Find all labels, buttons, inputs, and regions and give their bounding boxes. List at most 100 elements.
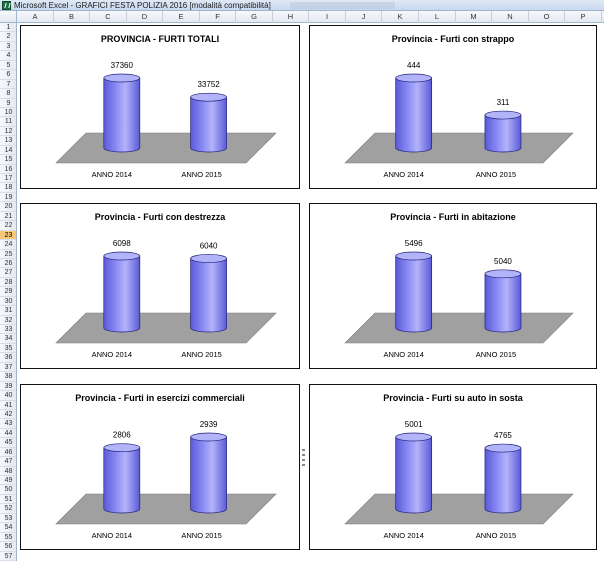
row-header[interactable]: 14: [0, 146, 16, 156]
row-header[interactable]: 16: [0, 165, 16, 175]
column-header[interactable]: P: [565, 11, 602, 23]
row-header[interactable]: 36: [0, 353, 16, 363]
row-header[interactable]: 10: [0, 108, 16, 118]
row-header[interactable]: 17: [0, 174, 16, 184]
chart-floor: [344, 312, 574, 344]
chart-title: Provincia - Furti con destrezza: [94, 212, 226, 222]
column-header[interactable]: A: [17, 11, 54, 23]
row-header[interactable]: 46: [0, 448, 16, 458]
column-header[interactable]: F: [200, 11, 236, 23]
row-header[interactable]: 5: [0, 61, 16, 71]
row-header[interactable]: 40: [0, 391, 16, 401]
row-header[interactable]: 41: [0, 401, 16, 410]
row-header[interactable]: 15: [0, 155, 16, 165]
row-header[interactable]: 48: [0, 467, 16, 477]
row-header[interactable]: 45: [0, 438, 16, 448]
row-header[interactable]: 34: [0, 334, 16, 344]
data-label: 2939: [200, 420, 218, 429]
chart-furti-in-esercizi-commerciali[interactable]: Provincia - Furti in esercizi commercial…: [20, 384, 300, 550]
chart-furti-in-abitazione[interactable]: Provincia - Furti in abitazione 5496 ANNO…: [309, 203, 597, 369]
row-header[interactable]: 25: [0, 250, 16, 259]
bar: [190, 92, 227, 153]
row-header[interactable]: 18: [0, 183, 16, 193]
row-header[interactable]: 29: [0, 287, 16, 297]
row-header[interactable]: 52: [0, 504, 16, 514]
row-header[interactable]: 49: [0, 476, 16, 486]
row-header[interactable]: 50: [0, 485, 16, 495]
row-header[interactable]: 27: [0, 268, 16, 278]
column-header[interactable]: M: [456, 11, 492, 23]
row-header[interactable]: 7: [0, 80, 16, 90]
column-header[interactable]: N: [492, 11, 529, 23]
bar: [190, 254, 227, 333]
row-header[interactable]: 31: [0, 306, 16, 316]
column-header[interactable]: G: [236, 11, 273, 23]
row-header[interactable]: 6: [0, 70, 16, 80]
row-header[interactable]: 13: [0, 136, 16, 146]
chart-title: Provincia - Furti su auto in sosta: [383, 393, 523, 403]
column-header[interactable]: I: [309, 11, 346, 23]
column-header[interactable]: B: [54, 11, 90, 23]
row-header[interactable]: 24: [0, 240, 16, 250]
select-all-corner[interactable]: [0, 11, 17, 23]
row-header[interactable]: 57: [0, 552, 16, 561]
column-header[interactable]: C: [90, 11, 127, 23]
chart-furti-totali[interactable]: PROVINCIA - FURTI TOTALI 37360 ANNO 2014 3…: [20, 25, 300, 189]
excel-icon[interactable]: [2, 1, 11, 10]
column-header[interactable]: J: [346, 11, 382, 23]
row-header[interactable]: 44: [0, 429, 16, 439]
row-header[interactable]: 53: [0, 514, 16, 524]
data-label: 4765: [494, 431, 512, 440]
chart-furti-su-auto-in-sosta[interactable]: Provincia - Furti su auto in sosta 5001 A…: [309, 384, 597, 550]
bar-top: [395, 251, 433, 261]
bar: [395, 432, 433, 514]
category-label: ANNO 2015: [181, 170, 221, 179]
row-header[interactable]: 26: [0, 259, 16, 269]
chart-furti-con-strappo[interactable]: Provincia - Furti con strappo 444 ANNO 20…: [309, 25, 597, 189]
chart-furti-con-destrezza[interactable]: Provincia - Furti con destrezza 6098 ANNO…: [20, 203, 300, 369]
row-header[interactable]: 3: [0, 42, 16, 52]
row-header[interactable]: 51: [0, 495, 16, 505]
column-header[interactable]: D: [127, 11, 163, 23]
row-header[interactable]: 39: [0, 382, 16, 392]
chart-title: PROVINCIA - FURTI TOTALI: [100, 34, 220, 44]
data-label: 5496: [405, 239, 423, 248]
resize-handle[interactable]: [302, 447, 306, 483]
column-header[interactable]: O: [529, 11, 565, 23]
row-header[interactable]: 54: [0, 523, 16, 533]
row-header[interactable]: 12: [0, 127, 16, 137]
bar-top: [103, 73, 141, 83]
row-header[interactable]: 20: [0, 202, 16, 212]
column-header[interactable]: K: [382, 11, 419, 23]
row-header[interactable]: 22: [0, 221, 16, 231]
bar-top: [190, 254, 227, 263]
row-header[interactable]: 28: [0, 278, 16, 288]
row-header[interactable]: 2: [0, 32, 16, 42]
row-header[interactable]: 23: [0, 230, 16, 241]
row-header[interactable]: 47: [0, 457, 16, 467]
row-header[interactable]: 38: [0, 372, 16, 382]
bar-body: [103, 77, 141, 153]
row-header[interactable]: 9: [0, 99, 16, 108]
row-header[interactable]: 56: [0, 542, 16, 552]
row-header[interactable]: 11: [0, 117, 16, 127]
row-header[interactable]: 43: [0, 419, 16, 429]
row-header[interactable]: 42: [0, 410, 16, 420]
row-header[interactable]: 33: [0, 325, 16, 335]
row-header[interactable]: 32: [0, 316, 16, 326]
row-header[interactable]: 8: [0, 89, 16, 99]
bar-top: [395, 432, 433, 442]
row-header[interactable]: 19: [0, 193, 16, 203]
column-header[interactable]: L: [419, 11, 456, 23]
category-label: ANNO 2015: [476, 170, 516, 179]
row-header[interactable]: 4: [0, 51, 16, 61]
row-header[interactable]: 30: [0, 297, 16, 307]
row-header[interactable]: 35: [0, 344, 16, 354]
column-header[interactable]: E: [163, 11, 200, 23]
column-header[interactable]: H: [273, 11, 309, 23]
row-header[interactable]: 37: [0, 363, 16, 373]
row-header[interactable]: 1: [0, 23, 16, 33]
bar: [395, 73, 433, 153]
row-header[interactable]: 21: [0, 212, 16, 222]
row-header[interactable]: 55: [0, 533, 16, 543]
